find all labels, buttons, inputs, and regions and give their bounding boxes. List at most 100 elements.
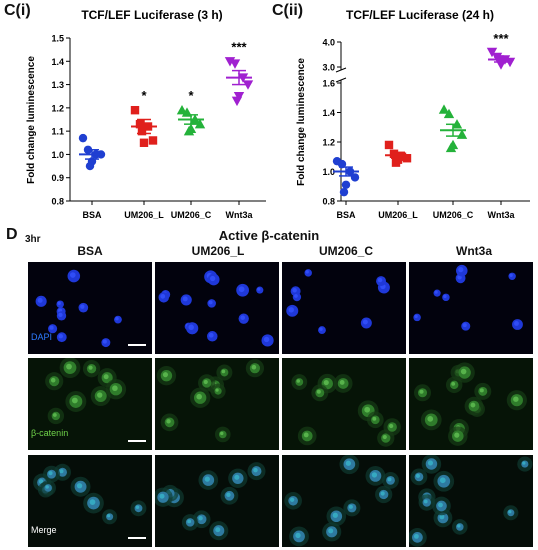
cell-highlight — [414, 314, 418, 319]
micrograph-cells — [413, 362, 527, 446]
data-point-um206-c — [183, 125, 195, 136]
axis-break-mark — [335, 67, 347, 73]
cell-highlight — [438, 502, 443, 508]
micrograph-catenin-wnt3a — [409, 358, 533, 450]
cell-highlight — [509, 273, 513, 277]
significance-label: * — [188, 88, 194, 103]
micrograph-merge-wnt3a — [409, 455, 533, 547]
panel-label-ci: C(i) — [4, 2, 31, 19]
cell-highlight — [427, 460, 434, 466]
cell-highlight — [50, 377, 56, 383]
cell-highlight — [196, 393, 202, 400]
cell-highlight — [460, 368, 467, 375]
data-point-bsa — [85, 161, 95, 171]
cell-highlight — [198, 516, 203, 521]
data-point-wnt3a — [242, 80, 254, 90]
x-tick-label: BSA — [82, 210, 102, 220]
cell-highlight — [454, 432, 460, 438]
chart-ci-ylabel: Fold change luminescence — [26, 56, 37, 184]
cell-highlight — [97, 392, 103, 398]
cell-highlight — [88, 365, 93, 370]
cell-highlight — [319, 327, 323, 331]
data-point-um206-l — [384, 140, 394, 150]
cell-highlight — [69, 272, 76, 278]
cell-highlight — [305, 270, 309, 274]
micrograph-cells — [155, 462, 266, 541]
significance-label: * — [141, 88, 147, 103]
significance-label: *** — [231, 39, 247, 54]
cell-highlight — [253, 467, 258, 473]
chart-cii-title: TCF/LEF Luciferase (24 h) — [346, 8, 494, 22]
cell-highlight — [434, 290, 438, 294]
scale-bar — [128, 440, 146, 442]
cell-highlight — [166, 419, 171, 424]
y-tick-label: 0.9 — [51, 173, 64, 183]
column-header-um206-l: UM206_L — [191, 244, 245, 258]
cell-highlight — [58, 312, 63, 317]
cell-highlight — [462, 323, 467, 328]
cell-highlight — [215, 527, 221, 533]
cell-highlight — [221, 369, 226, 374]
micrograph-merge-um206-c — [282, 455, 406, 547]
cell-highlight — [522, 461, 526, 465]
y-tick-label: 1.4 — [51, 57, 64, 67]
cell-highlight — [80, 304, 85, 309]
chart-cii: TCF/LEF Luciferase (24 h) Fold change lu… — [296, 8, 530, 220]
cell-highlight — [339, 380, 345, 385]
data-point-um206-l — [130, 105, 140, 115]
cell-highlight — [514, 321, 519, 326]
micrograph-cells — [413, 264, 523, 331]
cell-highlight — [439, 477, 446, 484]
cell-highlight — [294, 294, 298, 298]
panel-label-d: D — [6, 226, 18, 243]
cell-highlight — [413, 533, 419, 539]
cell-highlight — [372, 416, 377, 421]
cell-highlight — [257, 287, 261, 291]
cell-highlight — [210, 275, 216, 282]
scale-bar — [128, 344, 146, 346]
micrograph-catenin-bsa: β-catenin — [28, 358, 152, 450]
cell-highlight — [451, 381, 456, 386]
cell-highlight — [57, 301, 61, 305]
micrograph-cells — [286, 269, 390, 334]
cell-highlight — [226, 492, 231, 497]
cell-highlight — [382, 434, 387, 440]
cell-highlight — [238, 286, 245, 293]
cell-highlight — [443, 294, 447, 298]
cell-highlight — [303, 432, 309, 438]
cell-highlight — [187, 519, 192, 524]
cell-highlight — [71, 397, 78, 404]
y-tick-label: 1.4 — [322, 108, 335, 118]
cell-highlight — [234, 474, 240, 480]
y-tick-label: 1.2 — [322, 138, 335, 148]
x-tick-label: UM206_L — [378, 210, 418, 220]
cell-highlight — [208, 332, 214, 338]
channel-label-dapi: DAPI — [31, 332, 53, 342]
cell-highlight — [107, 514, 111, 518]
cell-highlight — [377, 277, 383, 283]
chart-cii-ylabel: Fold change luminescence — [296, 58, 307, 186]
data-point-um206-l — [389, 149, 399, 158]
cell-highlight — [45, 485, 49, 489]
column-header-um206-c: UM206_C — [318, 244, 374, 258]
data-point-bsa — [339, 187, 349, 197]
cell-highlight — [389, 423, 394, 429]
y-tick-label: 1.2 — [51, 103, 64, 113]
y-tick-label: 1.6 — [322, 79, 335, 89]
y-tick-label: 0.8 — [51, 197, 64, 207]
cell-highlight — [479, 388, 484, 393]
cell-highlight — [103, 374, 109, 380]
micrograph-cells — [409, 455, 533, 547]
panel-d-title: Active β-catenin — [218, 228, 320, 243]
cell-highlight — [112, 385, 118, 392]
data-point-bsa — [78, 133, 88, 143]
cell-highlight — [66, 363, 72, 370]
micrograph-cells — [291, 373, 401, 447]
chart-ci-title: TCF/LEF Luciferase (3 h) — [81, 8, 222, 22]
cell-highlight — [204, 476, 210, 482]
cell-highlight — [240, 315, 246, 320]
cell-highlight — [220, 431, 224, 436]
data-point-um206-l — [148, 136, 158, 145]
cell-highlight — [415, 473, 420, 478]
micrograph-catenin-um206-c — [282, 358, 406, 450]
